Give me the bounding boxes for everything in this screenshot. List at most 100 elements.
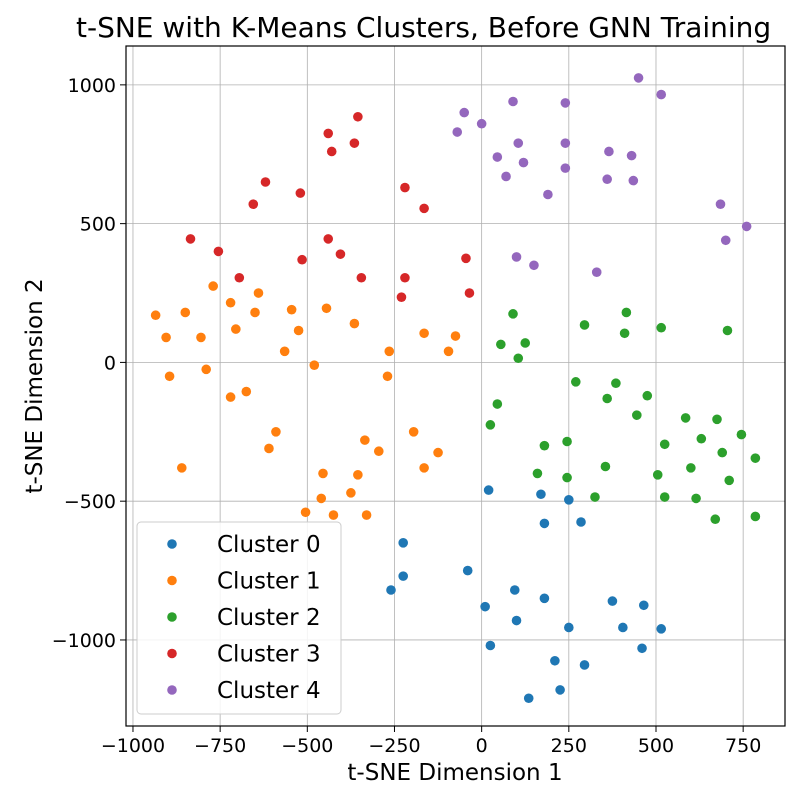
cluster-0-point: [480, 601, 490, 612]
cluster-2-point: [579, 320, 590, 330]
cluster-3-point: [464, 288, 475, 298]
cluster-4-point: [476, 118, 487, 129]
cluster-2-point: [680, 413, 691, 423]
cluster-1-point: [316, 493, 327, 504]
cluster-3-point: [234, 272, 245, 283]
cluster-2-point: [722, 325, 733, 336]
cluster-2-point: [562, 472, 572, 483]
cluster-2-point: [621, 307, 632, 318]
cluster-4-point: [560, 98, 571, 108]
cluster-2-point: [508, 309, 518, 319]
cluster-4-point: [560, 138, 571, 148]
cluster-4-point: [628, 175, 639, 186]
cluster-1-point: [443, 346, 454, 357]
cluster-4-point: [741, 221, 752, 232]
cluster-2-point: [485, 420, 496, 430]
cluster-4-point: [459, 107, 470, 118]
cluster-1-point: [161, 332, 171, 343]
cluster-0-point: [523, 693, 534, 704]
cluster-0-point: [539, 518, 550, 529]
cluster-0-point: [579, 660, 590, 670]
cluster-2-point: [691, 493, 701, 504]
chart-title: t-SNE with K-Means Clusters, Before GNN …: [76, 11, 771, 44]
cluster-0-point: [386, 585, 396, 595]
cluster-2-point: [602, 393, 612, 404]
cluster-1-point: [231, 324, 241, 334]
plot-frame: [125, 45, 786, 727]
legend-marker-cluster-3: [167, 648, 177, 659]
cluster-1-point: [196, 332, 206, 343]
cluster-1-point: [253, 288, 264, 298]
cluster-1-point: [361, 510, 372, 520]
legend-label-cluster-1: Cluster 1: [217, 569, 321, 595]
cluster-1-point: [208, 281, 218, 291]
y-tick-label: −1000: [52, 630, 116, 652]
cluster-0-point: [618, 622, 628, 633]
cluster-2-point: [520, 338, 531, 348]
cluster-2-point: [642, 390, 653, 401]
cluster-0-point: [607, 596, 618, 606]
cluster-2-point: [600, 461, 611, 472]
cluster-2-point: [717, 447, 728, 458]
cluster-0-point: [398, 538, 408, 548]
cluster-2-point: [750, 453, 761, 463]
cluster-3-point: [185, 234, 196, 244]
cluster-2-point: [686, 463, 696, 473]
cluster-3-point: [326, 146, 337, 157]
cluster-2-point: [590, 492, 600, 502]
y-tick-label: −500: [64, 491, 116, 513]
cluster-2-point: [656, 322, 667, 333]
cluster-3-point: [323, 234, 334, 244]
cluster-3-point: [356, 272, 367, 283]
axis-ticks: −1000 −750 −500 −250 0 250 500 750 −1000 −500 0 500…: [52, 75, 762, 757]
cluster-3-point: [213, 246, 224, 257]
cluster-0-point: [564, 494, 574, 505]
legend-box: [136, 521, 342, 715]
cluster-2-point: [736, 429, 747, 440]
cluster-4-point: [656, 89, 667, 100]
cluster-0-point: [539, 593, 550, 604]
cluster-3-point: [297, 254, 307, 265]
cluster-4-point: [511, 252, 522, 262]
cluster-2-point: [659, 492, 670, 502]
cluster-4-point: [543, 189, 553, 200]
x-tick-label: 500: [638, 735, 674, 757]
cluster-4-point: [513, 138, 524, 148]
cluster-3-point: [248, 199, 259, 210]
cluster-3-point: [260, 177, 271, 187]
cluster-0-point: [483, 485, 494, 495]
cluster-0-point: [509, 585, 520, 595]
data-points: [150, 73, 761, 704]
x-tick-label: −750: [194, 735, 246, 757]
cluster-0-point: [637, 643, 647, 654]
cluster-3-point: [349, 138, 360, 148]
cluster-0-point: [638, 600, 649, 611]
cluster-1-point: [384, 346, 395, 357]
cluster-1-point: [353, 470, 363, 480]
cluster-3-point: [353, 111, 363, 122]
cluster-4-point: [633, 73, 644, 83]
cluster-0-point: [462, 565, 473, 576]
cluster-2-point: [696, 433, 707, 444]
cluster-4-point: [492, 152, 503, 162]
cluster-0-point: [656, 624, 667, 634]
legend-marker-cluster-2: [167, 612, 177, 622]
cluster-4-point: [591, 267, 602, 278]
cluster-1-point: [321, 303, 332, 314]
cluster-0-point: [550, 655, 560, 666]
cluster-1-point: [450, 331, 461, 341]
cluster-1-point: [241, 386, 252, 397]
cluster-2-point: [750, 511, 761, 522]
cluster-0-point: [511, 615, 522, 626]
cluster-1-point: [293, 325, 304, 336]
x-tick-label: −500: [281, 735, 333, 757]
legend-label-cluster-4: Cluster 4: [217, 678, 321, 704]
cluster-2-point: [611, 378, 621, 389]
cluster-4-point: [452, 127, 463, 137]
cluster-2-point: [513, 353, 524, 364]
grid-lines: [126, 46, 785, 726]
cluster-4-point: [715, 199, 726, 210]
cluster-1-point: [433, 447, 443, 458]
cluster-1-point: [382, 371, 393, 382]
